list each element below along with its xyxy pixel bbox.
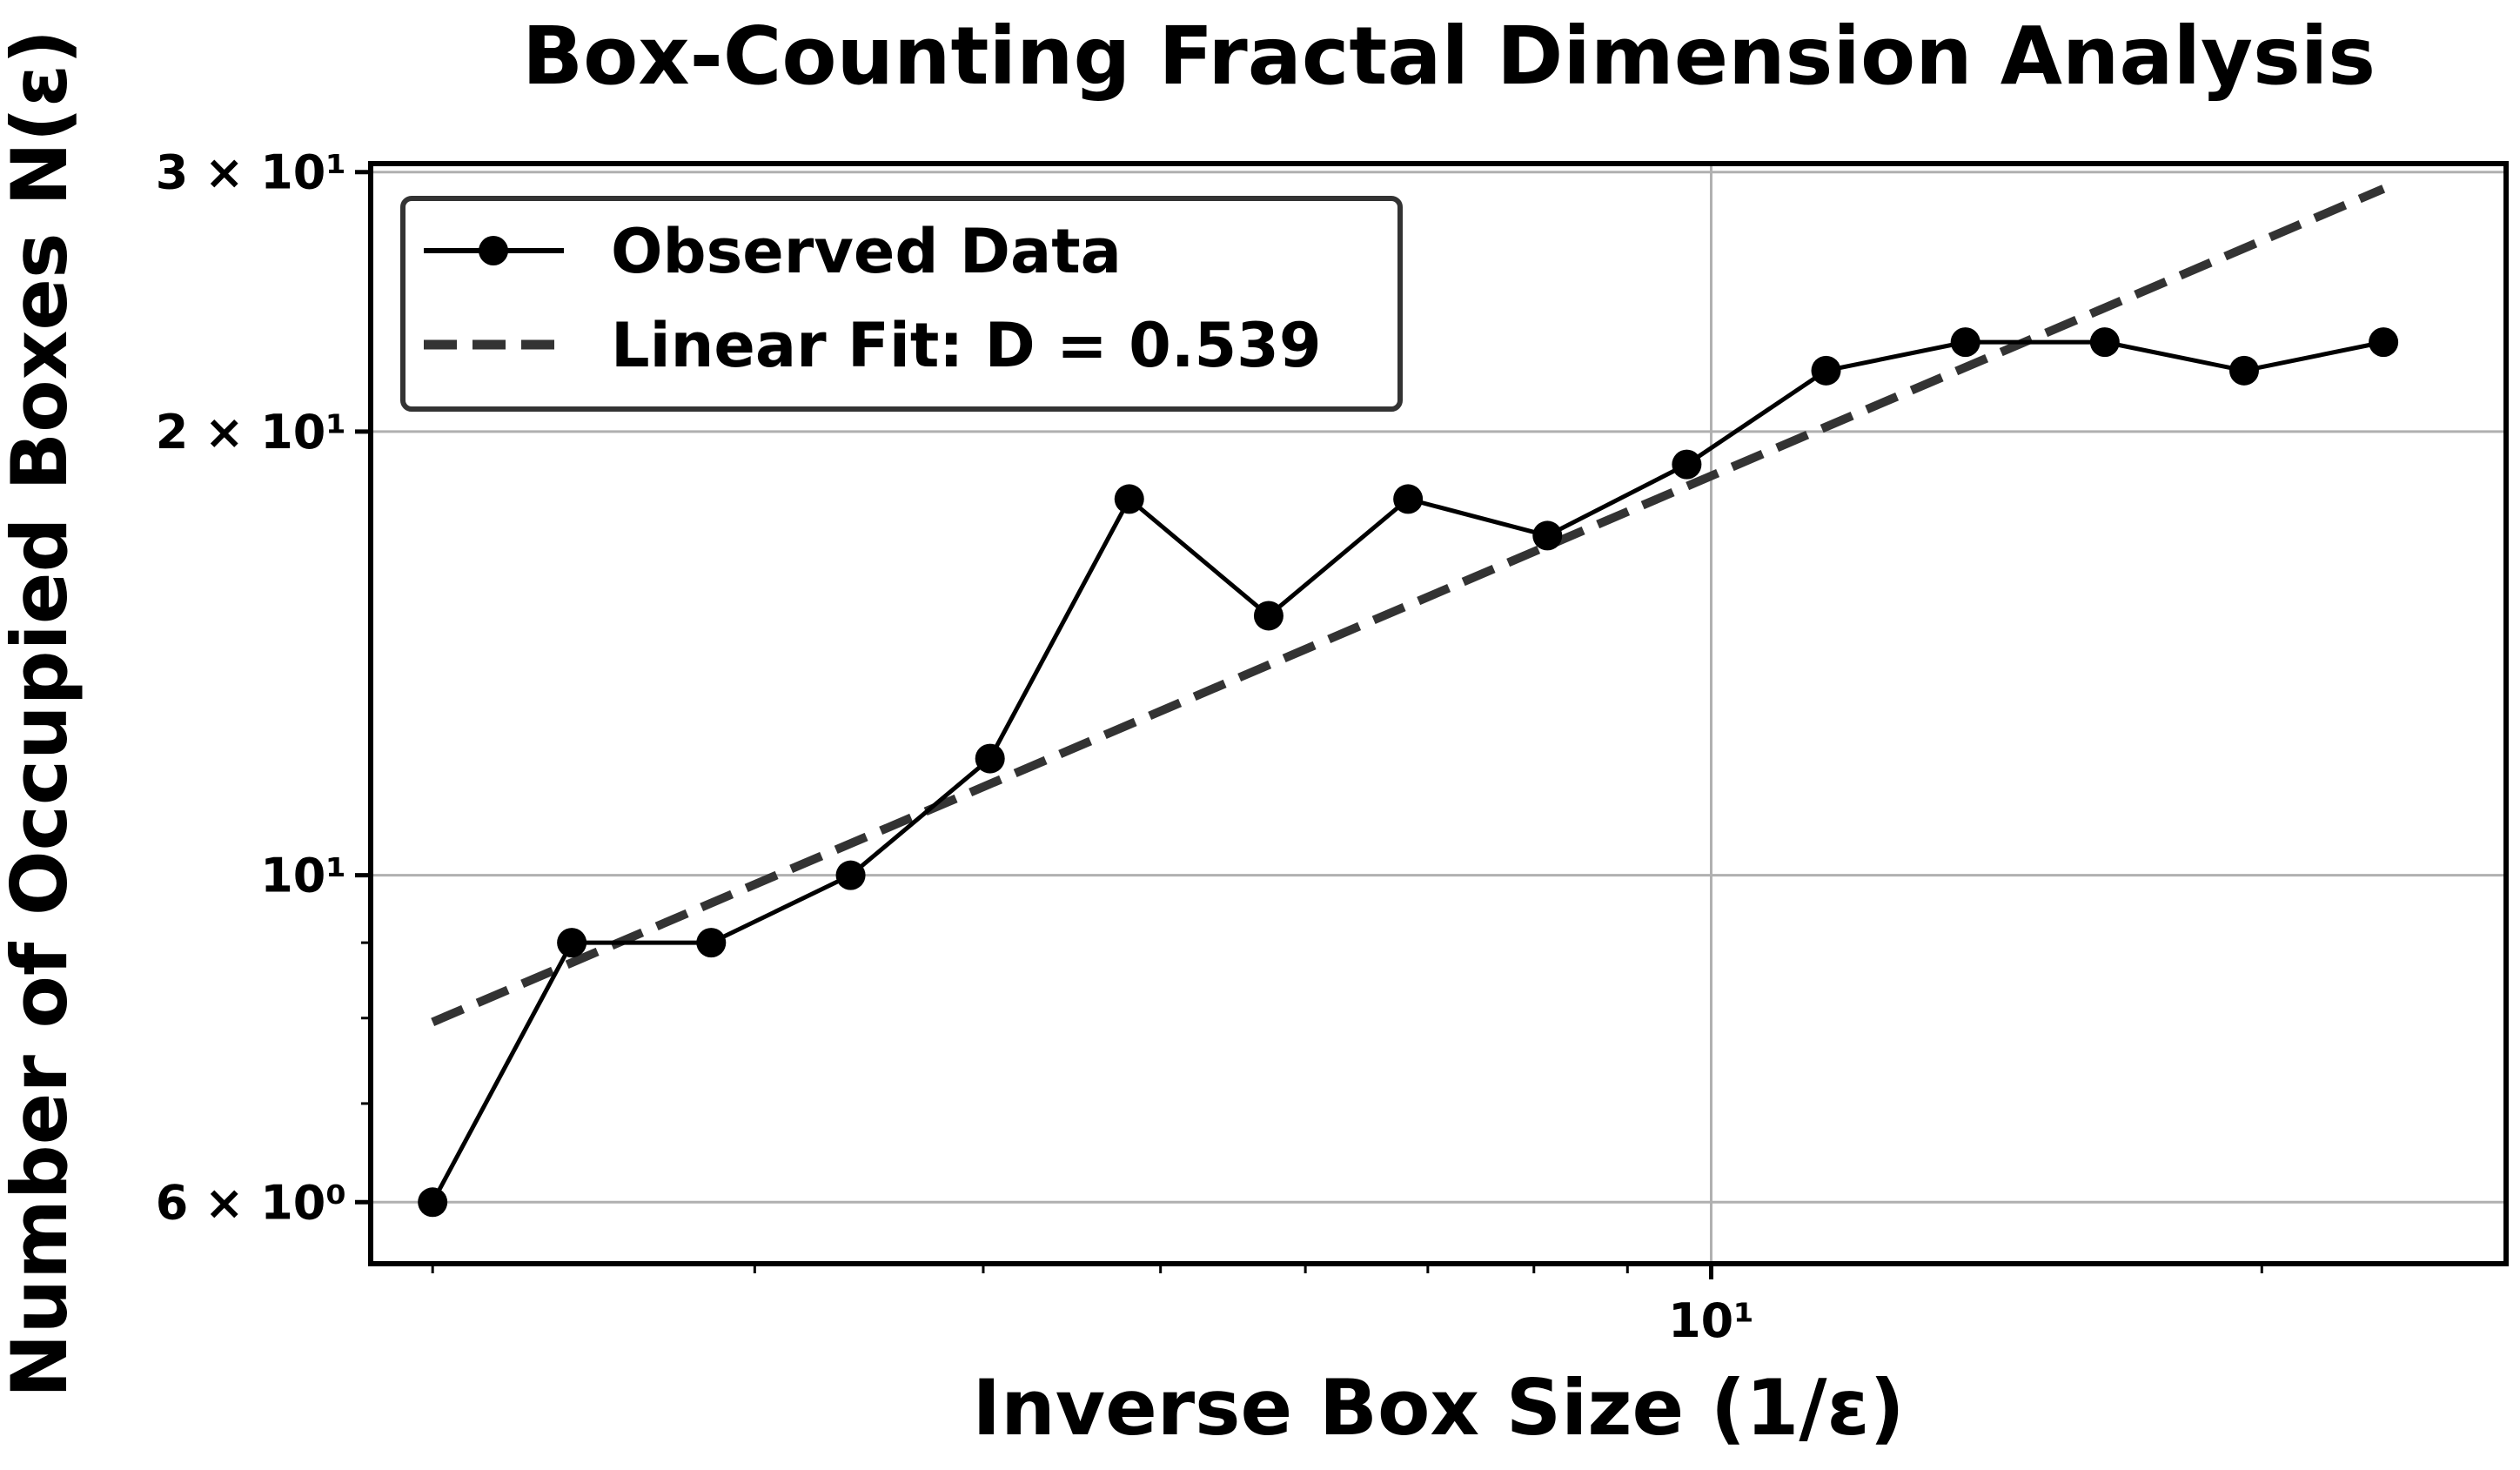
legend-box [400,196,1403,412]
x-tick-label-0: 10¹ [1668,1293,1754,1348]
legend-observed-label: Observed Data [611,216,1122,287]
y-tick-label-1: 10¹ [260,849,346,903]
data-point [1532,520,1563,551]
x-axis-label: Inverse Box Size (1/ε) [972,1363,1904,1453]
data-point [975,743,1005,774]
data-point [696,928,727,958]
data-point [1253,601,1283,631]
data-point [1672,449,1702,480]
data-point [835,860,866,890]
y-tick-label-0: 6 × 10⁰ [156,1175,346,1230]
plot-series [418,185,2399,1218]
legend: Observed Data Linear Fit: D = 0.539 [400,196,1403,412]
y-tick-label-3: 3 × 10¹ [156,145,346,200]
data-point [1393,484,1424,514]
minor-ticks [361,941,2263,1273]
legend-observed-marker [479,236,508,265]
data-point [1114,484,1144,514]
data-point [557,928,587,958]
data-point [2369,327,2399,358]
legend-fit-label: Linear Fit: D = 0.539 [611,310,1322,381]
data-point [1811,355,1841,386]
data-point [1950,327,1980,358]
grid [371,164,2506,1264]
y-tick-label-2: 2 × 10¹ [156,405,346,460]
chart-title: Box-Counting Fractal Dimension Analysis [522,10,2376,103]
observed-data-line [430,339,2384,1204]
data-point [2089,327,2120,358]
data-point [2228,355,2259,386]
y-axis-ticks: 6 × 10⁰ 10¹ 2 × 10¹ 3 × 10¹ [156,145,371,1230]
x-axis-ticks: 10¹ [1668,1264,1754,1348]
data-point [418,1187,448,1218]
plot-frame [368,161,2509,1266]
fit-line [431,185,2386,1026]
y-axis-label: Number of Occupied Boxes N(ε) [0,30,84,1398]
